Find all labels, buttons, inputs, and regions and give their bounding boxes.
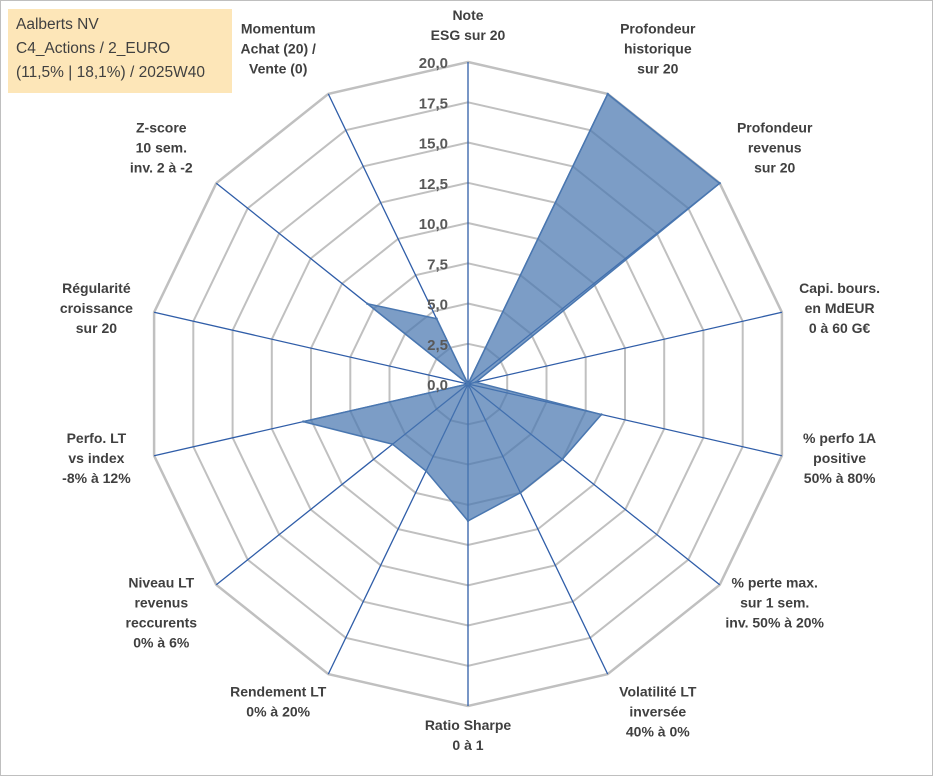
category-label-8: Rendement LT 0% à 20% bbox=[230, 684, 327, 720]
data-point-10 bbox=[302, 420, 305, 423]
title-period: (11,5% | 18,1%) / 2025W40 bbox=[16, 64, 205, 81]
category-label-2: Profondeur revenus sur 20 bbox=[737, 120, 813, 176]
title-box: Aalberts NV C4_Actions / 2_EURO (11,5% |… bbox=[8, 9, 232, 93]
series-area-0 bbox=[303, 92, 721, 522]
category-label-13: Momentum Achat (20) / Vente (0) bbox=[240, 20, 316, 76]
title-category: C4_Actions / 2_EURO bbox=[16, 40, 171, 57]
spoke-3 bbox=[467, 311, 783, 385]
data-point-3 bbox=[474, 381, 477, 384]
tick-label: 0,0 bbox=[427, 377, 448, 394]
data-point-6 bbox=[519, 491, 522, 494]
category-label-3: Capi. bours. en MdEUR 0 à 60 G€ bbox=[799, 280, 880, 336]
radar-tick-labels: 0,0 2,5 5,0 7,5 10,0 12,5 15,0 17,5 20,0 bbox=[419, 55, 448, 394]
data-point-2 bbox=[718, 182, 721, 185]
category-label-7: Ratio Sharpe 0 à 1 bbox=[425, 717, 512, 753]
category-label-4: % perfo 1A positive 50% à 80% bbox=[803, 430, 876, 486]
category-label-5: % perte max. sur 1 sem. inv. 50% à 20% bbox=[725, 575, 824, 631]
category-label-1: Profondeur historique sur 20 bbox=[620, 20, 696, 76]
category-label-12: Z-score 10 sem. inv. 2 à -2 bbox=[130, 120, 193, 176]
tick-label: 5,0 bbox=[427, 297, 448, 314]
category-label-9: Niveau LT revenus reccurents 0% à 6% bbox=[126, 575, 198, 651]
data-point-4 bbox=[600, 413, 603, 416]
data-point-13 bbox=[435, 317, 438, 320]
data-point-12 bbox=[366, 302, 369, 305]
tick-label: 20,0 bbox=[419, 55, 448, 72]
tick-label: 17,5 bbox=[419, 95, 448, 112]
tick-label: 2,5 bbox=[427, 337, 448, 354]
radar-series bbox=[302, 92, 721, 523]
category-label-10: Perfo. LT vs index -8% à 12% bbox=[62, 430, 131, 486]
category-label-6: Volatilité LT inversée 40% à 0% bbox=[619, 684, 697, 740]
data-point-11 bbox=[466, 382, 470, 386]
category-label-0: Note ESG sur 20 bbox=[431, 7, 506, 43]
data-point-8 bbox=[424, 469, 428, 473]
data-point-1 bbox=[606, 92, 609, 96]
tick-label: 15,0 bbox=[419, 136, 448, 153]
title-company: Aalberts NV bbox=[16, 16, 99, 33]
radar-category-labels: Note ESG sur 20 Profondeur historique sur 20… bbox=[60, 7, 880, 753]
tick-label: 10,0 bbox=[419, 216, 448, 233]
data-point-9 bbox=[391, 443, 394, 446]
data-point-5 bbox=[561, 458, 564, 461]
data-point-7 bbox=[466, 519, 470, 523]
spoke-11 bbox=[153, 311, 469, 385]
tick-label: 7,5 bbox=[427, 256, 448, 273]
category-label-11: Régularité croissance sur 20 bbox=[60, 280, 133, 336]
tick-label: 12,5 bbox=[419, 176, 448, 193]
